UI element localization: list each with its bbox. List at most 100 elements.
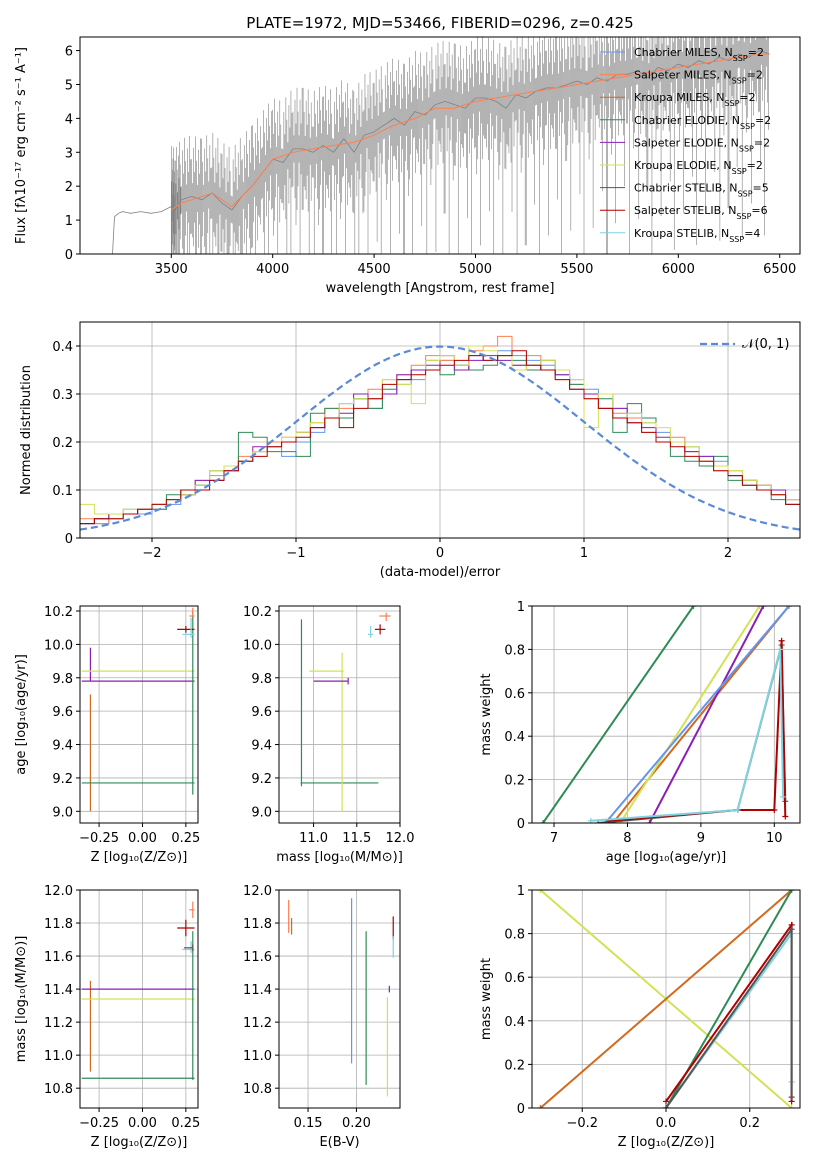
legend-entry: Kroupa ELODIE, NSSP=2: [600, 159, 763, 176]
x-tick-label: 0.25: [171, 831, 200, 846]
x-axis-label: mass [log₁₀(M/M⊙)]: [276, 850, 403, 865]
y-tick-label: 11.2: [243, 1016, 272, 1031]
x-tick-label: 0.2: [739, 1116, 760, 1131]
weight-marker: [760, 606, 767, 609]
panel-age_vs_mass: 11.0 11.5 12.0 9.0 9.2 9.4 9.6 9.8 10.0 10.2 mass …: [243, 605, 414, 865]
y-axis-label: mass weight: [479, 958, 494, 1040]
y-tick-label: 11.0: [44, 1049, 73, 1064]
y-tick-label: 3: [65, 146, 73, 161]
y-tick-label: 0.6: [504, 687, 525, 702]
weight-marker: [777, 646, 784, 653]
y-tick-label: 6: [65, 45, 73, 60]
histogram-step: [80, 345, 800, 515]
y-tick-label: 10.8: [243, 1082, 272, 1097]
legend-label: Kroupa ELODIE, NSSP=2: [634, 159, 763, 176]
y-tick-label: 9.2: [52, 772, 73, 787]
spectrum-model-line: [171, 53, 770, 211]
y-tick-label: 9.0: [52, 805, 73, 820]
x-tick-label: 6000: [662, 262, 695, 277]
y-tick-label: 9.4: [52, 739, 73, 754]
y-tick-label: 0.2: [52, 436, 73, 451]
legend-entry: 𝒩(0, 1): [700, 337, 789, 352]
x-tick-label: −0.25: [79, 1116, 119, 1131]
errorbar-point: [177, 626, 195, 633]
errorbar-point: [374, 624, 386, 635]
y-tick-label: 9.6: [251, 705, 272, 720]
x-tick-label: 7: [550, 831, 558, 846]
y-tick-label: 0.4: [504, 1015, 525, 1030]
y-tick-label: 9.2: [251, 772, 272, 787]
weight-marker: [663, 1098, 669, 1105]
x-tick-label: 0.25: [171, 1116, 200, 1131]
weight-line: [539, 890, 793, 1108]
y-tick-label: 1: [517, 600, 525, 615]
plot-area: [279, 890, 400, 1108]
axes-frame: [79, 605, 199, 824]
y-tick-label: 0: [517, 817, 525, 832]
weight-line: [648, 606, 765, 823]
y-axis-label: mass weight: [479, 673, 494, 755]
y-tick-label: 0: [65, 248, 73, 263]
weight-line: [542, 606, 695, 823]
panel-residuals: −2 −1 0 1 2 0 0.1 0.2 0.3 0.4 (data-model)/error No…: [19, 321, 801, 580]
plot-area: [532, 890, 800, 1108]
x-tick-label: 2: [724, 546, 732, 561]
y-tick-label: 10.0: [243, 638, 272, 653]
weight-marker: [788, 926, 795, 933]
legend-label: Chabrier MILES, NSSP=2: [634, 46, 764, 63]
y-tick-label: 5: [65, 78, 73, 93]
weight-marker: [780, 793, 787, 800]
x-tick-label: 0.0: [656, 1116, 677, 1131]
weight-marker: [771, 806, 778, 813]
y-tick-label: 0: [65, 532, 73, 547]
y-tick-label: 10.0: [44, 638, 73, 653]
x-tick-label: 0.15: [294, 1116, 323, 1131]
x-tick-label: 0.00: [128, 1116, 157, 1131]
x-tick-label: 8: [623, 831, 631, 846]
weight-line: [665, 926, 793, 1108]
plot-area: [80, 606, 198, 823]
x-tick-label: −0.25: [79, 831, 119, 846]
x-tick-label: 4000: [256, 262, 289, 277]
x-tick-label: 5500: [560, 262, 593, 277]
y-tick-label: 0.2: [504, 1058, 525, 1073]
errorbar-point: [379, 612, 391, 622]
weight-line: [665, 921, 793, 1103]
axes-frame: [79, 36, 801, 255]
legend-label: Salpeter ELODIE, NSSP=2: [634, 136, 770, 153]
legend-entry: Salpeter ELODIE, NSSP=2: [600, 136, 770, 153]
x-tick-label: 4500: [358, 262, 391, 277]
x-tick-label: 11.5: [342, 831, 371, 846]
x-axis-label: Z [log₁₀(Z/Z⊙)]: [618, 1135, 715, 1150]
panel-mass_vs_EBV: 0.15 0.20 10.8 11.0 11.2 11.4 11.6 11.8 12.0 E(B-…: [243, 884, 401, 1150]
legend-label: Salpeter MILES, NSSP=2: [634, 69, 763, 86]
weight-marker: [778, 637, 785, 644]
legend-entry: Chabrier ELODIE, NSSP=2: [600, 114, 771, 131]
weight-marker: [788, 890, 795, 893]
x-tick-label: 9: [697, 831, 705, 846]
legend-entry: Kroupa STELIB, NSSP=4: [600, 227, 760, 243]
y-tick-label: 0.1: [52, 484, 73, 499]
y-tick-label: 1: [65, 214, 73, 229]
x-axis-label: Z [log₁₀(Z/Z⊙)]: [91, 850, 188, 865]
errorbar-point: [189, 901, 195, 919]
weight-marker: [785, 606, 792, 609]
weight-marker: [537, 1105, 544, 1108]
x-tick-label: 0.00: [128, 831, 157, 846]
y-tick-label: 12.0: [243, 884, 272, 899]
legend-entry: Salpeter MILES, NSSP=2: [600, 69, 763, 86]
y-axis-label: mass [log₁₀(M/M⊙)]: [14, 936, 29, 1063]
x-axis-label: wavelength [Angstrom, rest frame]: [326, 281, 555, 296]
legend-label: Chabrier ELODIE, NSSP=2: [634, 114, 771, 131]
weight-marker: [756, 606, 763, 609]
plot-area: [532, 606, 800, 823]
y-tick-label: 11.6: [44, 950, 73, 965]
panel-massweight_vs_age: 7 8 9 10 0 0.2 0.4 0.6 0.8 1 age [log₁₀(age/yr)] ma…: [479, 600, 801, 865]
y-tick-label: 11.4: [44, 983, 73, 998]
y-axis-label: age [log₁₀(age/yr)]: [14, 654, 29, 775]
axes-frame: [531, 889, 801, 1109]
y-tick-label: 9.8: [251, 672, 272, 687]
y-tick-label: 12.0: [44, 884, 73, 899]
y-tick-label: 0.8: [504, 928, 525, 943]
